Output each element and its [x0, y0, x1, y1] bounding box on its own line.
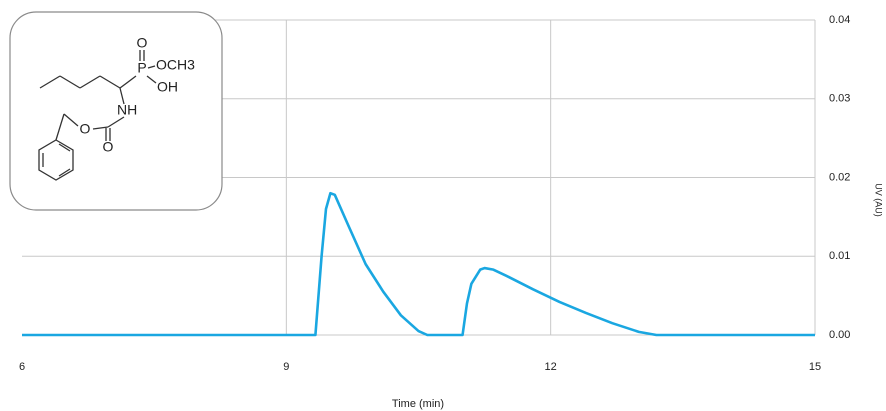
x-tick-label: 6	[19, 361, 25, 373]
inset-box	[9, 11, 223, 211]
atom-label: OH	[157, 79, 178, 95]
atom-label: O	[103, 139, 114, 155]
atom-label: P	[137, 60, 146, 76]
y-axis-label: UV (AU)	[874, 183, 884, 217]
atom-label: O	[137, 35, 148, 51]
x-tick-label: 9	[283, 361, 289, 373]
molecule: O P OCH3 OH NH O O	[38, 35, 195, 181]
atom-label: NH	[117, 102, 137, 118]
y-tick-label: 0.01	[829, 250, 850, 262]
x-tick-label: 12	[545, 361, 557, 373]
y-tick-label: 0.02	[829, 171, 850, 183]
structure-inset: O P OCH3 OH NH O O	[9, 11, 223, 211]
x-tick-label: 15	[809, 361, 821, 373]
data-line	[22, 191, 815, 337]
y-tick-label: 0.03	[829, 93, 850, 105]
y-tick-label: 0.00	[829, 329, 850, 341]
x-axis-label: Time (min)	[392, 398, 444, 410]
atom-label: OCH3	[156, 57, 195, 73]
y-tick-label: 0.04	[829, 14, 850, 26]
atom-label: O	[80, 121, 91, 137]
plot	[22, 191, 815, 337]
